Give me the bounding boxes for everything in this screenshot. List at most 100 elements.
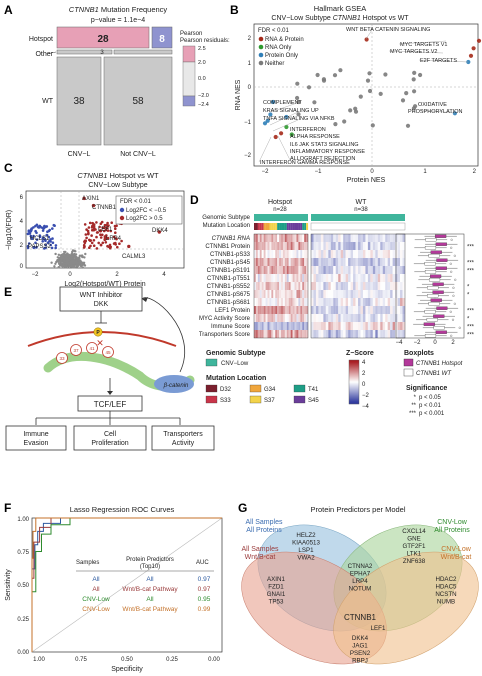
zscore-colorbar-step <box>349 368 359 370</box>
panel-c-ylabel: −log10(FDR) <box>6 210 13 250</box>
volcano-point-up <box>106 229 110 232</box>
heatmap-cell <box>370 330 373 338</box>
heatmap-cell <box>355 290 359 298</box>
significance-marker: *** <box>467 333 475 339</box>
heatmap-cell <box>288 250 291 258</box>
volcano-point-down <box>51 237 54 240</box>
heatmap-cell <box>279 274 282 282</box>
roc-curve-2 <box>31 517 222 652</box>
heatmap-cell <box>323 234 326 242</box>
heatmap-cell <box>277 306 280 314</box>
gsea-point-neither <box>411 106 416 111</box>
heatmap-cell <box>318 282 321 290</box>
boxplot-box-hot <box>433 314 445 318</box>
heatmap-cell <box>279 314 282 322</box>
zscore-colorbar-step <box>349 367 359 369</box>
zscore-tick: 4 <box>362 360 366 366</box>
volcano-point-ns <box>74 253 78 256</box>
heatmap-cell <box>360 322 363 330</box>
heatmap-cell <box>261 314 264 322</box>
volcano-point-ns <box>64 250 67 254</box>
boxplot-box-wt <box>424 246 437 250</box>
heatmap-cell <box>257 306 260 314</box>
heatmap-cell <box>320 330 324 338</box>
heatmap-cell <box>355 234 359 242</box>
heatmap-cell <box>325 298 329 306</box>
heatmap-cell <box>296 330 299 338</box>
heatmap-cell <box>257 282 260 290</box>
volcano-point-up <box>87 226 91 229</box>
panel-b-ytick: −2 <box>244 153 252 159</box>
venn-gene: VWA2 <box>297 555 315 562</box>
venn-gene: HDAC5 <box>436 584 458 591</box>
zscore-colorbar-step <box>349 386 359 388</box>
volcano-point-down <box>41 237 45 240</box>
heatmap-cell <box>343 306 346 314</box>
heatmap-frame-wt <box>310 233 406 339</box>
heatmap-cell <box>294 306 297 314</box>
mosaic-count-hotspot-not: 8 <box>159 34 165 45</box>
heatmap-cell <box>296 266 299 274</box>
heatmap-cell <box>255 242 258 250</box>
heatmap-cell <box>397 282 401 290</box>
heatmap-cell <box>304 322 307 330</box>
heatmap-cell <box>298 322 301 330</box>
volcano-point-up <box>92 239 96 242</box>
panel-c-ytick: 2 <box>20 243 24 249</box>
heatmap-cell <box>273 234 276 242</box>
heatmap-cell <box>311 330 314 338</box>
heatmap-cell <box>387 250 391 258</box>
gsea-label-oxphos-2: PHOSPHORYLATION <box>408 109 463 115</box>
heatmap-cell <box>261 266 264 274</box>
heatmap-cell <box>263 322 266 330</box>
gsea-legend-dot-neither <box>258 60 264 66</box>
heatmap-cell <box>261 250 264 258</box>
heatmap-cell <box>375 298 378 306</box>
heatmap-cell <box>259 266 262 274</box>
zscore-colorbar-step <box>349 403 359 405</box>
heatmap-cell <box>367 266 371 274</box>
heatmap-cell <box>294 250 297 258</box>
annot-mutation-cell <box>300 223 303 230</box>
heatmap-cell <box>362 330 366 338</box>
heatmap-cell <box>306 274 309 282</box>
volcano-point-down <box>34 241 37 245</box>
heatmap-cell <box>377 290 381 298</box>
roc-row-samples: All <box>92 586 100 593</box>
heatmap-cell <box>395 274 398 282</box>
venn-gene: JAG1 <box>352 643 368 650</box>
heatmap-cell <box>358 314 361 322</box>
heatmap-cell <box>397 298 401 306</box>
heatmap-cell <box>281 242 283 250</box>
heatmap-cell <box>261 242 264 250</box>
heatmap-cell <box>304 282 307 290</box>
heatmap-cell <box>350 330 354 338</box>
volcano-point-up <box>99 243 103 247</box>
gsea-label-wnt: WNT BETA CATENIN SIGNALING <box>346 27 430 33</box>
heatmap-cell <box>372 282 376 290</box>
panel-c-title-rest: Hotspot vs WT <box>107 171 159 180</box>
gsea-legend-both: RNA & Protein <box>265 37 304 43</box>
heatmap-cell <box>372 234 376 242</box>
volcano-point-down <box>45 233 49 237</box>
output-transporters-line-1: Transporters <box>163 431 203 438</box>
roc-row-predictors: All <box>146 576 154 583</box>
heatmap-cell <box>395 330 398 338</box>
legend-mutation-swatch <box>249 384 262 393</box>
significance-p: p < 0.01 <box>419 403 442 409</box>
heatmap-cell <box>387 306 391 314</box>
heatmap-cell <box>318 250 321 258</box>
heatmap-cell <box>300 274 303 282</box>
venn-gene: RBPJ <box>352 658 368 665</box>
panel-a-title-rest: Mutation Frequency <box>99 5 168 14</box>
gsea-point-protein <box>452 111 457 116</box>
zscore-colorbar <box>348 359 360 405</box>
volcano-point-labeled <box>127 244 131 249</box>
zscore-colorbar-frame <box>348 359 360 405</box>
volcano-point-up <box>104 241 108 244</box>
volcano-point-down <box>46 230 49 233</box>
gsea-point-neither <box>411 77 416 82</box>
heatmap-cell <box>298 330 301 338</box>
heatmap-cell <box>267 330 270 338</box>
